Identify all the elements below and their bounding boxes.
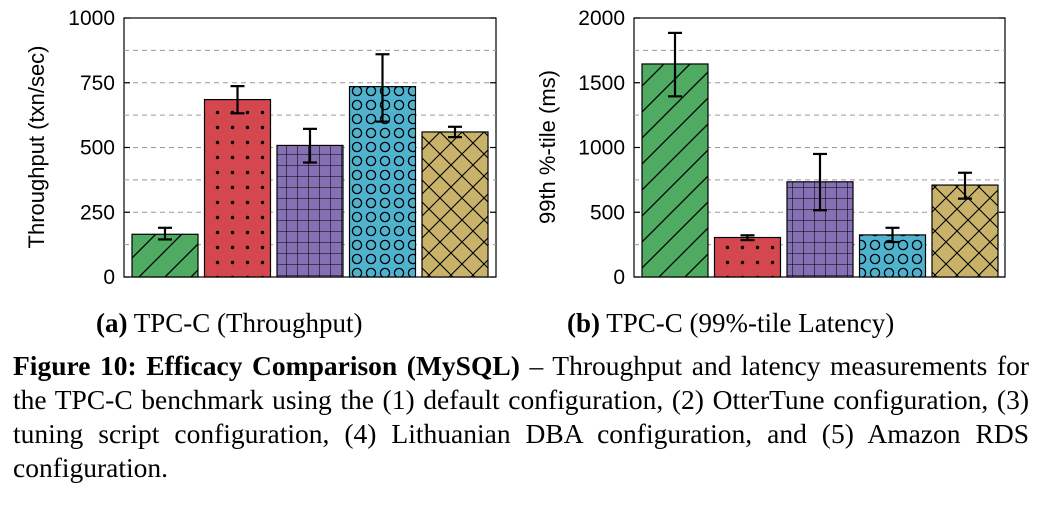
bar-pattern-diagonal bbox=[641, 63, 709, 278]
y-axis-label: 99th %-tile (ms) bbox=[535, 70, 560, 224]
caption-text: – Throughput and latency measurements fo… bbox=[13, 350, 1030, 483]
bar-pattern-dots bbox=[713, 236, 782, 278]
y-axis-label: Throughput (txn/sec) bbox=[24, 46, 49, 249]
caption-label: Figure 10: Efficacy Comparison (MySQL) bbox=[13, 350, 520, 381]
subcaption-latency: (b) TPC-C (99%-tile Latency) bbox=[567, 308, 894, 339]
y-tick-label: 1500 bbox=[578, 72, 625, 95]
y-tick-label: 250 bbox=[80, 201, 115, 224]
subcaption-a-title: TPC-C (Throughput) bbox=[133, 308, 363, 338]
y-tick-label: 2000 bbox=[578, 7, 625, 30]
bar-pattern-diagonal bbox=[131, 233, 199, 278]
figure-caption: Figure 10: Efficacy Comparison (MySQL) –… bbox=[13, 349, 1029, 485]
y-tick-label: 1000 bbox=[68, 7, 115, 30]
subcaption-b-label: (b) bbox=[567, 308, 600, 338]
subcaption-b-title: TPC-C (99%-tile Latency) bbox=[606, 308, 895, 338]
y-tick-label: 500 bbox=[590, 201, 625, 224]
bar-pattern-grid bbox=[276, 144, 344, 278]
bar-pattern-circles bbox=[348, 86, 417, 278]
bar-pattern-circles bbox=[858, 234, 927, 278]
latency-chart: 0 500 1000 1500 2000 99th %-tile (ms) bbox=[535, 7, 1006, 289]
y-tick-label: 0 bbox=[613, 266, 625, 289]
y-tick-label: 1000 bbox=[578, 137, 625, 160]
subcaption-throughput: (a) TPC-C (Throughput) bbox=[96, 308, 363, 339]
y-tick-label: 750 bbox=[80, 72, 115, 95]
subcaption-a-label: (a) bbox=[96, 308, 128, 338]
bar-pattern-crosshatch bbox=[421, 131, 489, 278]
y-tick-label: 500 bbox=[80, 137, 115, 160]
figure-panels: 0 250 500 750 1000 Throughput (txn/sec) 0 500 1… bbox=[24, 7, 1006, 289]
throughput-chart: 0 250 500 750 1000 Throughput (txn/sec) bbox=[24, 7, 497, 289]
bar-pattern-crosshatch bbox=[931, 184, 999, 278]
bar-pattern-dots bbox=[203, 98, 272, 278]
y-tick-label: 0 bbox=[103, 266, 115, 289]
